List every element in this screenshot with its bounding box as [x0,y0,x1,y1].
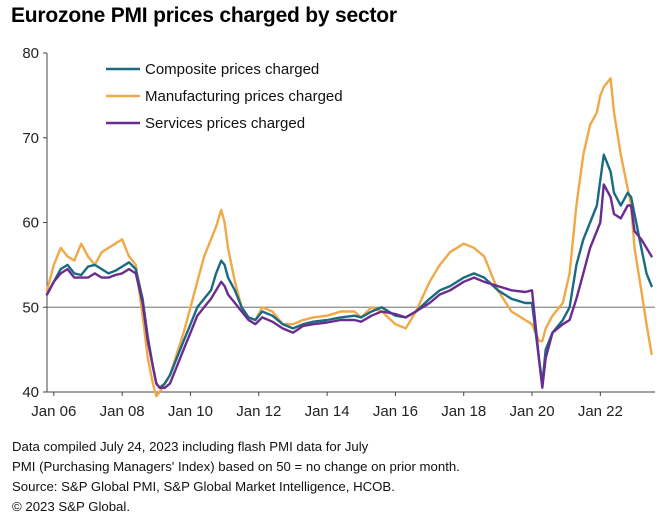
x-tick-label: Jan 18 [441,403,486,420]
x-tick-label: Jan 16 [373,403,418,420]
x-axis-ticks: Jan 06 Jan 08 Jan 10 Jan 12 Jan 14 Jan 16 Jan … [31,392,623,420]
note-pmi-definition: PMI (Purchasing Managers' Index) based o… [12,459,460,474]
series-line-manufacturing-prices-charged [45,77,653,398]
y-axis-ticks: 40 50 60 70 80 [22,45,47,401]
x-tick-label: Jan 12 [236,403,281,420]
series-line-services-prices-charged [45,183,653,389]
x-tick-label: Jan 20 [510,403,555,420]
x-tick-label: Jan 10 [168,403,213,420]
legend: Composite prices charged Manufacturing pr… [106,61,343,132]
y-tick-label: 80 [22,45,39,62]
chart-title: Eurozone PMI prices charged by sector [11,4,397,27]
series-lines [45,77,653,398]
legend-label: Composite prices charged [145,61,319,78]
y-tick-label: 50 [22,299,39,316]
x-tick-label: Jan 06 [31,403,76,420]
x-tick-label: Jan 22 [578,403,623,420]
line-chart: 40 50 60 70 80 Jan 06 Jan 08 Jan 10 Jan 12 Jan 1… [22,45,655,420]
x-tick-label: Jan 08 [100,403,145,420]
x-tick-label: Jan 14 [305,403,350,420]
legend-label: Services prices charged [145,115,305,132]
axes [46,53,655,393]
y-tick-label: 40 [22,384,39,401]
footnotes: Data compiled July 24, 2023 including fl… [12,437,460,517]
y-tick-label: 70 [22,130,39,147]
note-data-compiled: Data compiled July 24, 2023 including fl… [12,439,369,454]
y-tick-label: 60 [22,215,39,232]
note-source: Source: S&P Global PMI, S&P Global Marke… [12,479,395,494]
note-copyright: © 2023 S&P Global. [12,499,130,514]
legend-label: Manufacturing prices charged [145,88,343,105]
